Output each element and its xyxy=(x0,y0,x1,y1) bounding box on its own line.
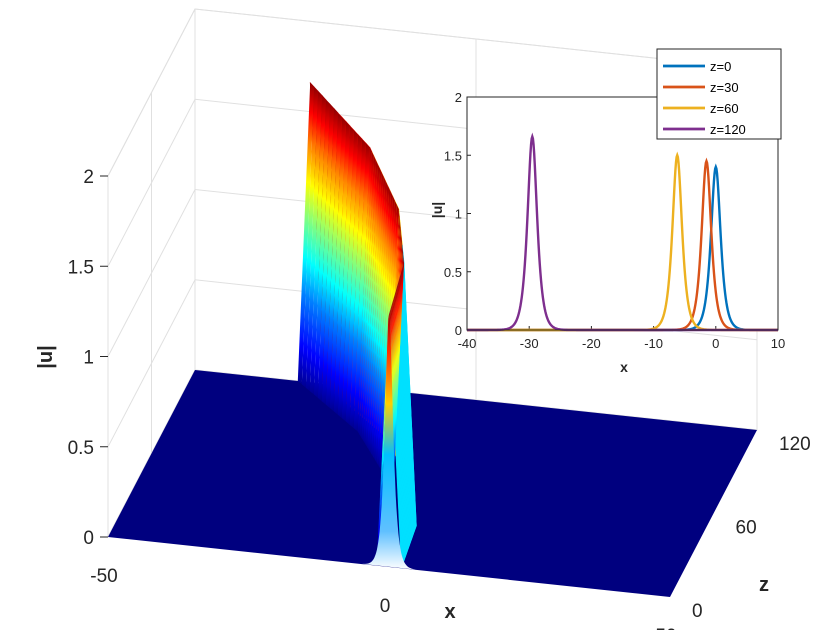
x-axis-label: x xyxy=(444,601,455,623)
ridge-left-strip xyxy=(325,113,343,408)
tick-label-x: 0 xyxy=(380,596,391,617)
tick-label-u: 0.5 xyxy=(68,438,94,459)
ridge-left-strip xyxy=(333,121,350,415)
soliton-ridge-surface xyxy=(297,81,417,570)
tick-label-u: 0 xyxy=(83,528,94,549)
inset-tick-label-x: -20 xyxy=(582,336,601,351)
ridge-left-strip xyxy=(371,176,386,457)
inset-tick-label-y: 0.5 xyxy=(444,265,462,280)
legend-label: z=120 xyxy=(710,122,746,137)
ridge-left-strip xyxy=(361,155,376,441)
legend: z=0 z=30 z=60 z=120 xyxy=(656,48,782,140)
legend-box xyxy=(656,48,782,140)
legend-label: z=60 xyxy=(710,101,739,116)
ridge-left-strip xyxy=(309,95,327,395)
tick-label-u: 2 xyxy=(83,167,94,188)
inset-tick-label-y: 1 xyxy=(455,207,462,222)
inset-tick-label-x: 10 xyxy=(771,336,785,351)
ridge-left-strip xyxy=(313,100,331,398)
ridge-left-strip xyxy=(369,172,384,454)
z-axis-label: z xyxy=(759,574,769,596)
inset-tick-label-x: -10 xyxy=(644,336,663,351)
legend-items: z=0 z=30 z=60 z=120 xyxy=(663,59,746,137)
ridge-left-strip xyxy=(329,117,347,412)
ridge-left-strip xyxy=(367,168,382,451)
ridge-left-strip xyxy=(337,125,354,419)
axes-3d-ticks: 0 0.5 1 1.5 2 -50 0 50 0 60 120 xyxy=(68,167,811,630)
inset-tick-label-x: 0 xyxy=(712,336,719,351)
tick-label-x: -50 xyxy=(90,566,117,587)
inset-tick-label-x: -30 xyxy=(520,336,539,351)
surface-floor xyxy=(108,370,757,597)
ridge-left-strip xyxy=(353,143,370,432)
legend-label: z=30 xyxy=(710,80,739,95)
ridge-left-strip xyxy=(341,130,358,422)
ridge-left-strip xyxy=(374,184,390,463)
ridge-left-strip xyxy=(363,159,378,444)
ridge-left-strip xyxy=(321,108,339,405)
tick-label-u: 1.5 xyxy=(68,257,94,278)
tick-label-z: 60 xyxy=(736,518,757,539)
ridge-left-strip xyxy=(305,91,323,392)
tick-label-z: 0 xyxy=(692,601,703,622)
ridge-left-strip xyxy=(317,104,335,402)
ridge-left-strip xyxy=(373,180,388,460)
inset-tick-label-y: 2 xyxy=(455,90,462,105)
inset-tick-label-y: 1.5 xyxy=(444,148,462,163)
ridge-left-strip xyxy=(378,192,393,470)
ridge-left-strip xyxy=(365,164,380,448)
ridge-left-strip xyxy=(359,151,374,438)
tick-label-u: 1 xyxy=(83,348,94,369)
ridge-left-strip xyxy=(376,188,392,466)
ridge-left-strip xyxy=(349,138,366,429)
ridge-left-strip xyxy=(297,82,315,385)
inset-tick-label-x: -40 xyxy=(458,336,477,351)
inset-frame xyxy=(466,96,779,331)
inset-y-axis-label: |u| xyxy=(429,202,445,218)
ridge-left-strip xyxy=(357,147,372,435)
inset-ticks: -40 -30 -20 -10 0 10 0 0.5 1 1.5 2 xyxy=(444,90,785,351)
u-axis-label: |u| xyxy=(35,345,57,368)
legend-label: z=0 xyxy=(710,59,731,74)
inset-x-axis-label: x xyxy=(620,359,628,375)
tick-label-z: 120 xyxy=(779,434,811,455)
inset-tick-label-y: 0 xyxy=(455,323,462,338)
ridge-left-strip xyxy=(345,134,362,425)
tick-label-x: 50 xyxy=(655,626,676,630)
ridge-left-strip xyxy=(301,87,319,388)
ridge-front-profile xyxy=(362,314,416,570)
